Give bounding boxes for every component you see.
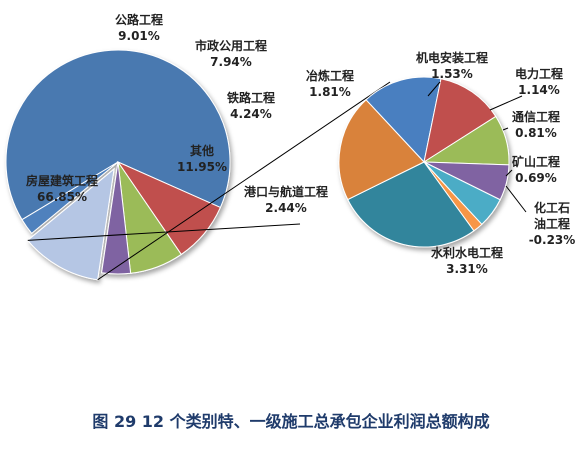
secondary-pie-slice — [423, 78, 497, 164]
main-pie-label: 铁路工程 4.24% — [227, 90, 275, 121]
secondary-pie — [338, 76, 510, 248]
chart-svg: 房屋建筑工程 66.85% 公路工程 9.01% 市政公用工程 7.94% 铁路工程 4.24… — [5, 12, 576, 281]
leader-line — [502, 127, 509, 131]
main-pie-label: 其他 11.95% — [177, 143, 227, 174]
main-pie — [5, 49, 231, 281]
leader-line — [427, 81, 441, 97]
main-pie-slice — [27, 167, 115, 281]
secondary-pie-slice — [347, 161, 475, 248]
leader-line — [505, 185, 527, 213]
secondary-pie-slice — [338, 99, 425, 201]
secondary-pie-label: 通信工程 0.81% — [512, 109, 560, 140]
secondary-pie-label: 机电安装工程 1.53% — [416, 50, 488, 81]
secondary-pie-label: 化工石油工程-0.23% — [529, 200, 576, 247]
main-pie-label: 房屋建筑工程 66.85% — [26, 173, 98, 204]
leader-line — [489, 95, 523, 111]
leader-line — [505, 169, 513, 177]
main-pie-label: 公路工程 9.01% — [115, 12, 163, 43]
main-pie-label: 市政公用工程 7.94% — [195, 38, 267, 69]
connector-line — [27, 223, 301, 241]
main-pie-slice — [5, 49, 231, 221]
secondary-pie-slice — [365, 76, 442, 164]
connector-line — [97, 81, 391, 281]
main-pie-slice — [21, 161, 119, 235]
chart-caption: 图 29 12 个类别特、一级施工总承包企业利润总额构成 — [92, 412, 490, 431]
secondary-pie-label: 矿山工程 0.69% — [512, 154, 560, 185]
secondary-pie-label: 冶炼工程 1.81% — [306, 68, 354, 99]
secondary-pie-label: 电力工程 1.14% — [515, 66, 563, 97]
main-pie-slice — [101, 161, 132, 275]
secondary-pie-label: 水利水电工程 3.31% — [431, 245, 503, 276]
main-pie-label: 港口与航道工程 2.44% — [244, 184, 328, 215]
